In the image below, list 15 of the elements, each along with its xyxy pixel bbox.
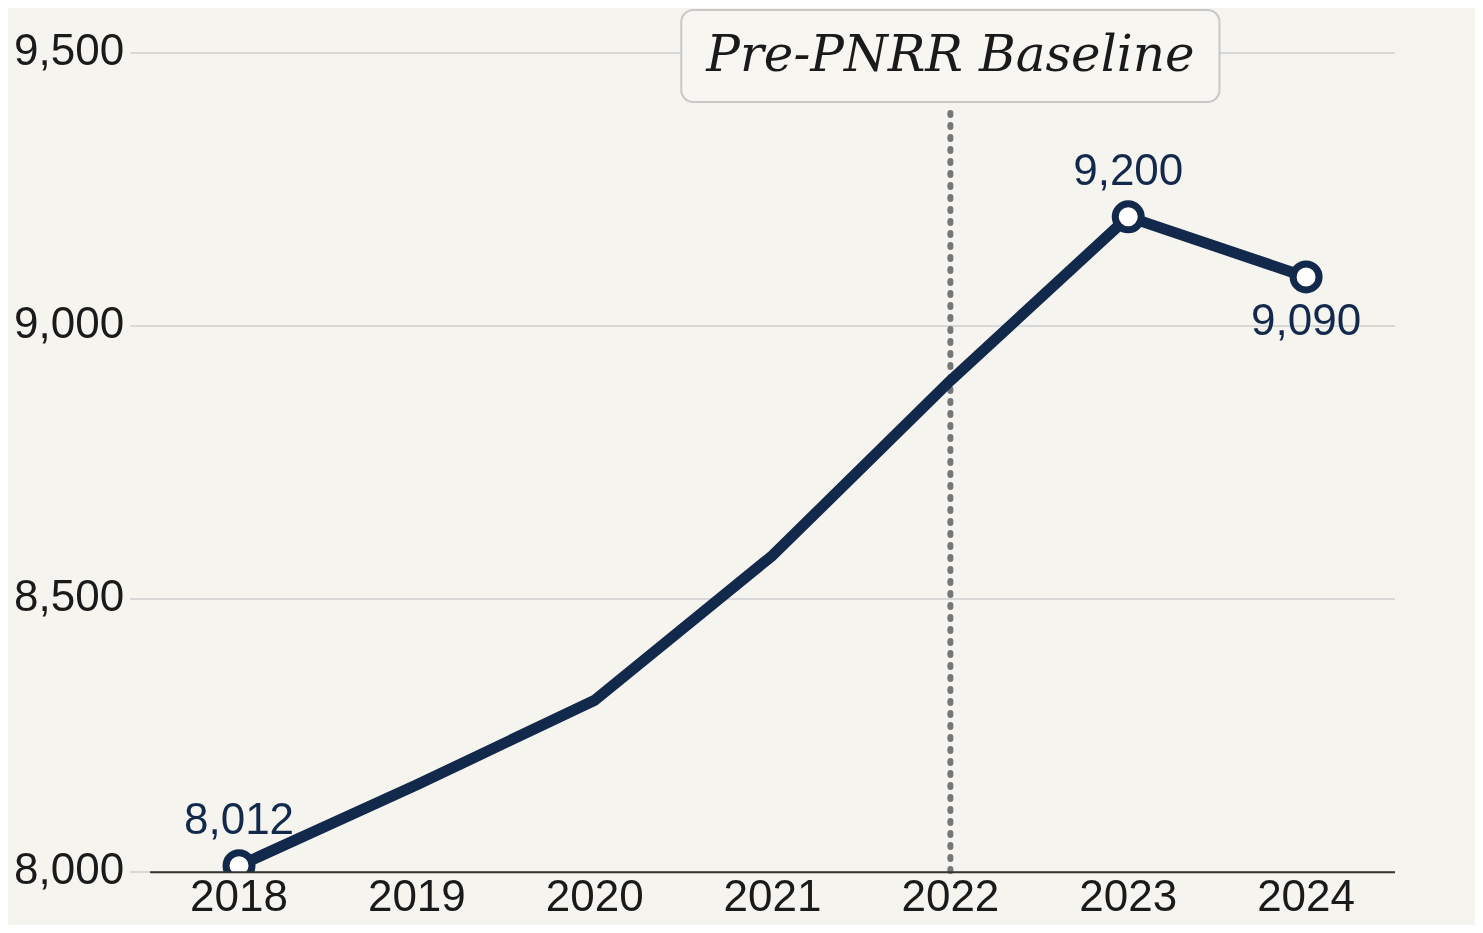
data-label: 8,012 — [183, 793, 295, 843]
x-tick-label: 2020 — [545, 870, 644, 920]
x-tick-label: 2019 — [367, 870, 466, 920]
data-label: 9,200 — [1073, 144, 1184, 194]
x-tick-label: 2022 — [901, 870, 1000, 920]
x-tick-label: 2018 — [190, 870, 288, 920]
y-tick-label: 9,000 — [14, 298, 125, 348]
x-tick-label: 2023 — [1079, 870, 1178, 920]
x-tick-label: 2021 — [723, 870, 822, 920]
x-tick-label: 2024 — [1257, 870, 1356, 920]
y-tick-label: 8,000 — [14, 844, 125, 894]
ref-line-label: Pre-PNRR Baseline — [705, 24, 1195, 83]
y-tick-label: 9,500 — [14, 25, 125, 75]
data-label: 9,090 — [1251, 295, 1362, 345]
y-tick-label: 8,500 — [14, 571, 125, 621]
